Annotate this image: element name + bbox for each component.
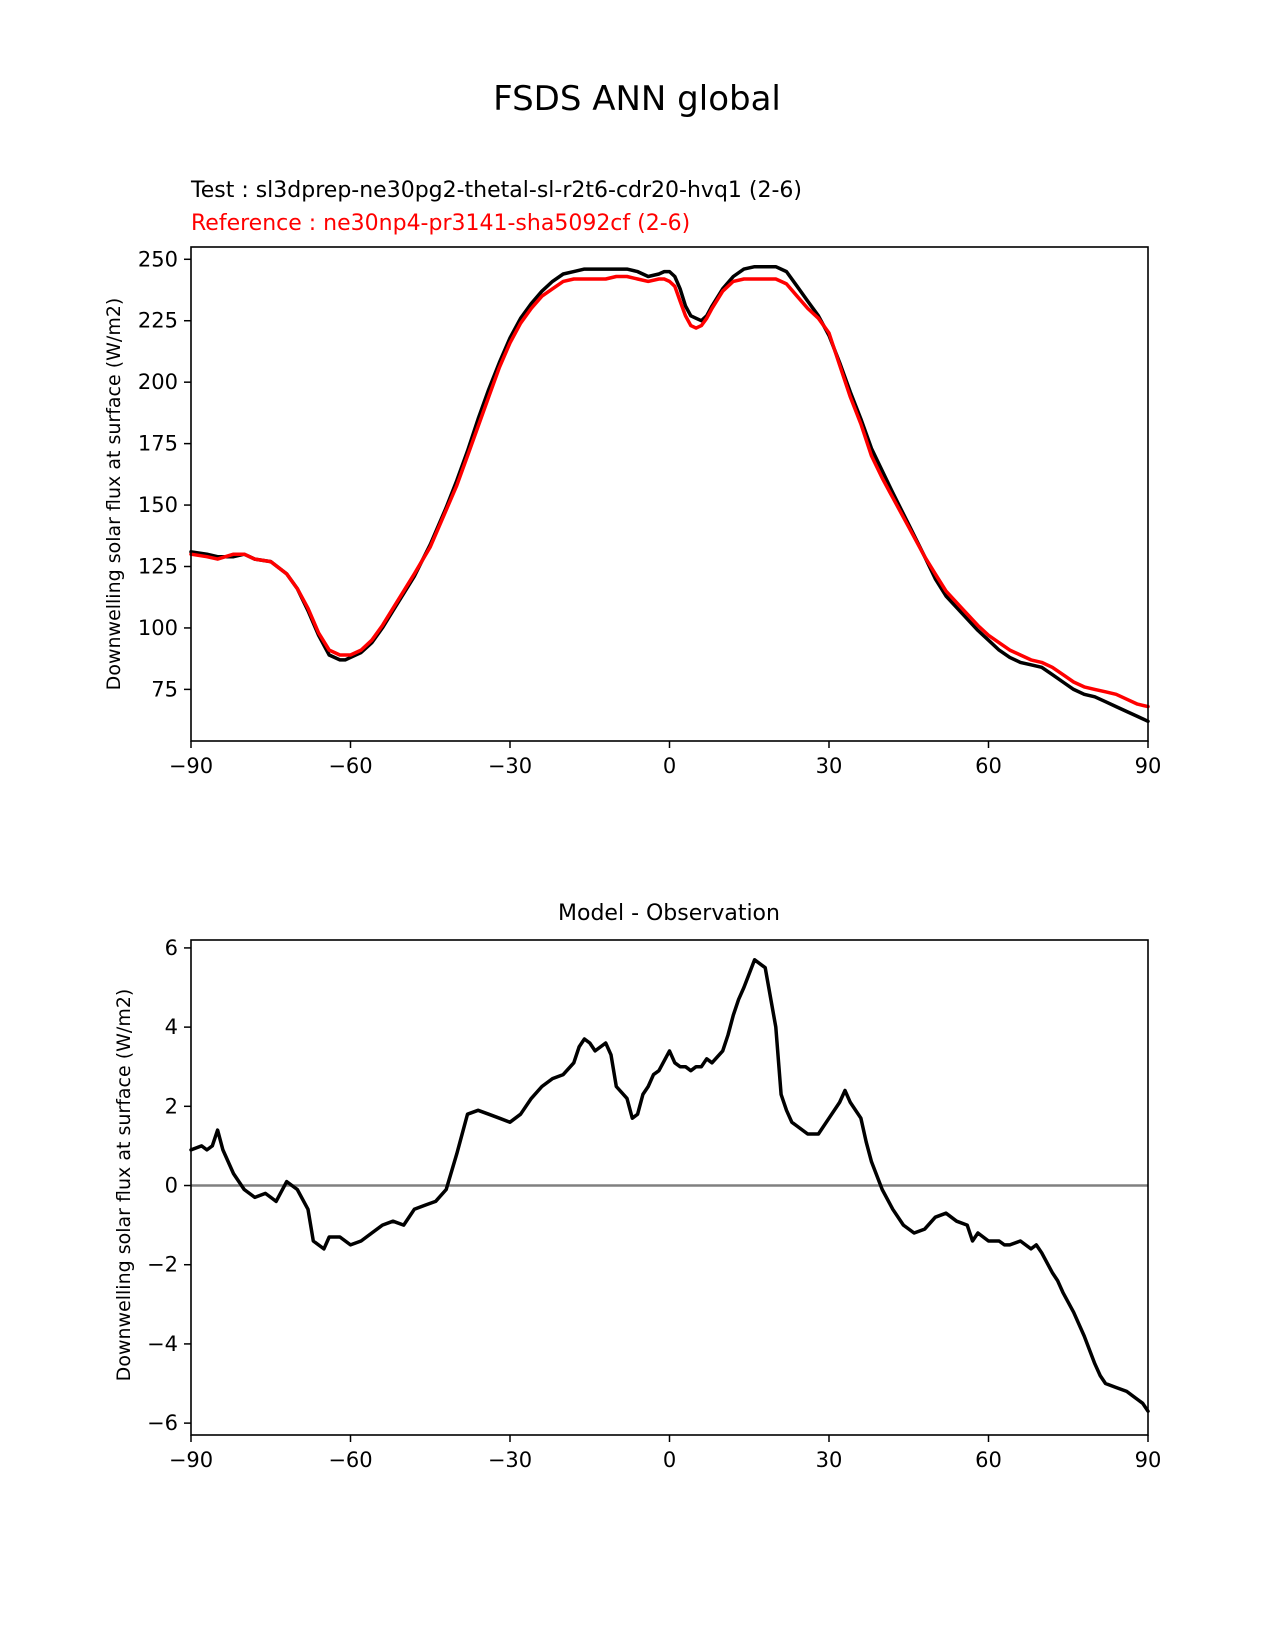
- top-ytick-label: 150: [138, 493, 178, 517]
- top-ylabel: Downwelling solar flux at surface (W/m2): [103, 298, 125, 691]
- bottom-ytick-label: 0: [165, 1174, 178, 1198]
- bottom-ytick-label: 6: [165, 936, 178, 960]
- bottom-xtick-label: 0: [663, 1448, 676, 1472]
- top-ytick-label: 100: [138, 616, 178, 640]
- top-xtick-label: 30: [816, 754, 843, 778]
- bottom-ytick-label: 4: [165, 1015, 178, 1039]
- bottom-difference-line: [189, 958, 1150, 1413]
- top-xtick-label: −30: [488, 754, 532, 778]
- bottom-ytick-label: −4: [147, 1332, 178, 1356]
- top-xtick-label: 60: [975, 754, 1002, 778]
- test-label: Test : sl3dprep-ne30pg2-thetal-sl-r2t6-c…: [190, 178, 802, 203]
- bottom-xtick-label: 30: [816, 1448, 843, 1472]
- bottom-title: Model - Observation: [558, 901, 780, 926]
- top-panel: Test : sl3dprep-ne30pg2-thetal-sl-r2t6-c…: [103, 178, 1161, 778]
- figure-title: FSDS ANN global: [493, 79, 781, 119]
- bottom-panel: Model - Observation Downwelling solar fl…: [113, 901, 1161, 1472]
- top-ytick-label: 225: [138, 309, 178, 333]
- top-xtick-label: 0: [663, 754, 676, 778]
- top-xtick-label: 90: [1135, 754, 1162, 778]
- bottom-xtick-label: −90: [169, 1448, 213, 1472]
- top-ytick-label: 125: [138, 555, 178, 579]
- bottom-ylabel: Downwelling solar flux at surface (W/m2): [113, 989, 135, 1382]
- bottom-xtick-label: −60: [328, 1448, 372, 1472]
- top-ytick-label: 250: [138, 247, 178, 271]
- bottom-xtick-label: −30: [488, 1448, 532, 1472]
- top-reference-line: [189, 274, 1150, 709]
- bottom-ytick-label: −6: [147, 1411, 178, 1435]
- top-ytick-label: 175: [138, 432, 178, 456]
- top-xtick-label: −60: [328, 754, 372, 778]
- bottom-plot-area: −90 −60 −30 0 30 60 90 −6 −4 −2 0 2 4 6: [147, 936, 1161, 1472]
- bottom-ytick-label: 2: [165, 1094, 178, 1118]
- top-xtick-label: −90: [169, 754, 213, 778]
- top-test-line: [189, 264, 1150, 724]
- bottom-xtick-label: 90: [1135, 1448, 1162, 1472]
- top-ytick-label: 200: [138, 370, 178, 394]
- top-ytick-label: 75: [151, 677, 178, 701]
- top-plot-area: −90 −60 −30 0 30 60 90 75 100 125 150 175 200 225 250: [138, 246, 1162, 778]
- bottom-ytick-label: −2: [147, 1253, 178, 1277]
- bottom-xtick-label: 60: [975, 1448, 1002, 1472]
- reference-label: Reference : ne30np4-pr3141-sha5092cf (2-…: [191, 211, 690, 236]
